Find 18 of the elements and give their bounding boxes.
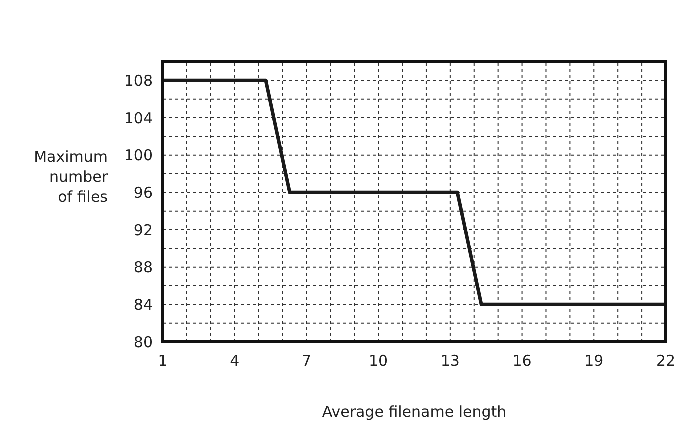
y-tick-label: 84 — [134, 296, 153, 314]
x-tick-label: 7 — [302, 352, 312, 370]
x-tick-label: 13 — [440, 352, 460, 370]
x-axis-title: Average filename length — [322, 403, 507, 421]
x-tick-label: 16 — [512, 352, 532, 370]
y-tick-label: 80 — [134, 333, 153, 352]
y-tick-label: 100 — [124, 146, 153, 165]
x-tick-label: 22 — [656, 352, 676, 370]
x-tick-label: 4 — [230, 352, 240, 370]
x-tick-label: 1 — [158, 352, 168, 370]
x-tick-label: 19 — [584, 352, 604, 370]
y-tick-label: 104 — [124, 109, 153, 128]
y-tick-label: 108 — [124, 72, 153, 90]
y-tick-label: 88 — [134, 258, 153, 277]
y-axis-title: Maximum number of files — [34, 148, 109, 206]
y-tick-label: 96 — [134, 184, 153, 202]
y-tick-label: 92 — [134, 221, 153, 240]
x-tick-label: 10 — [369, 352, 388, 370]
